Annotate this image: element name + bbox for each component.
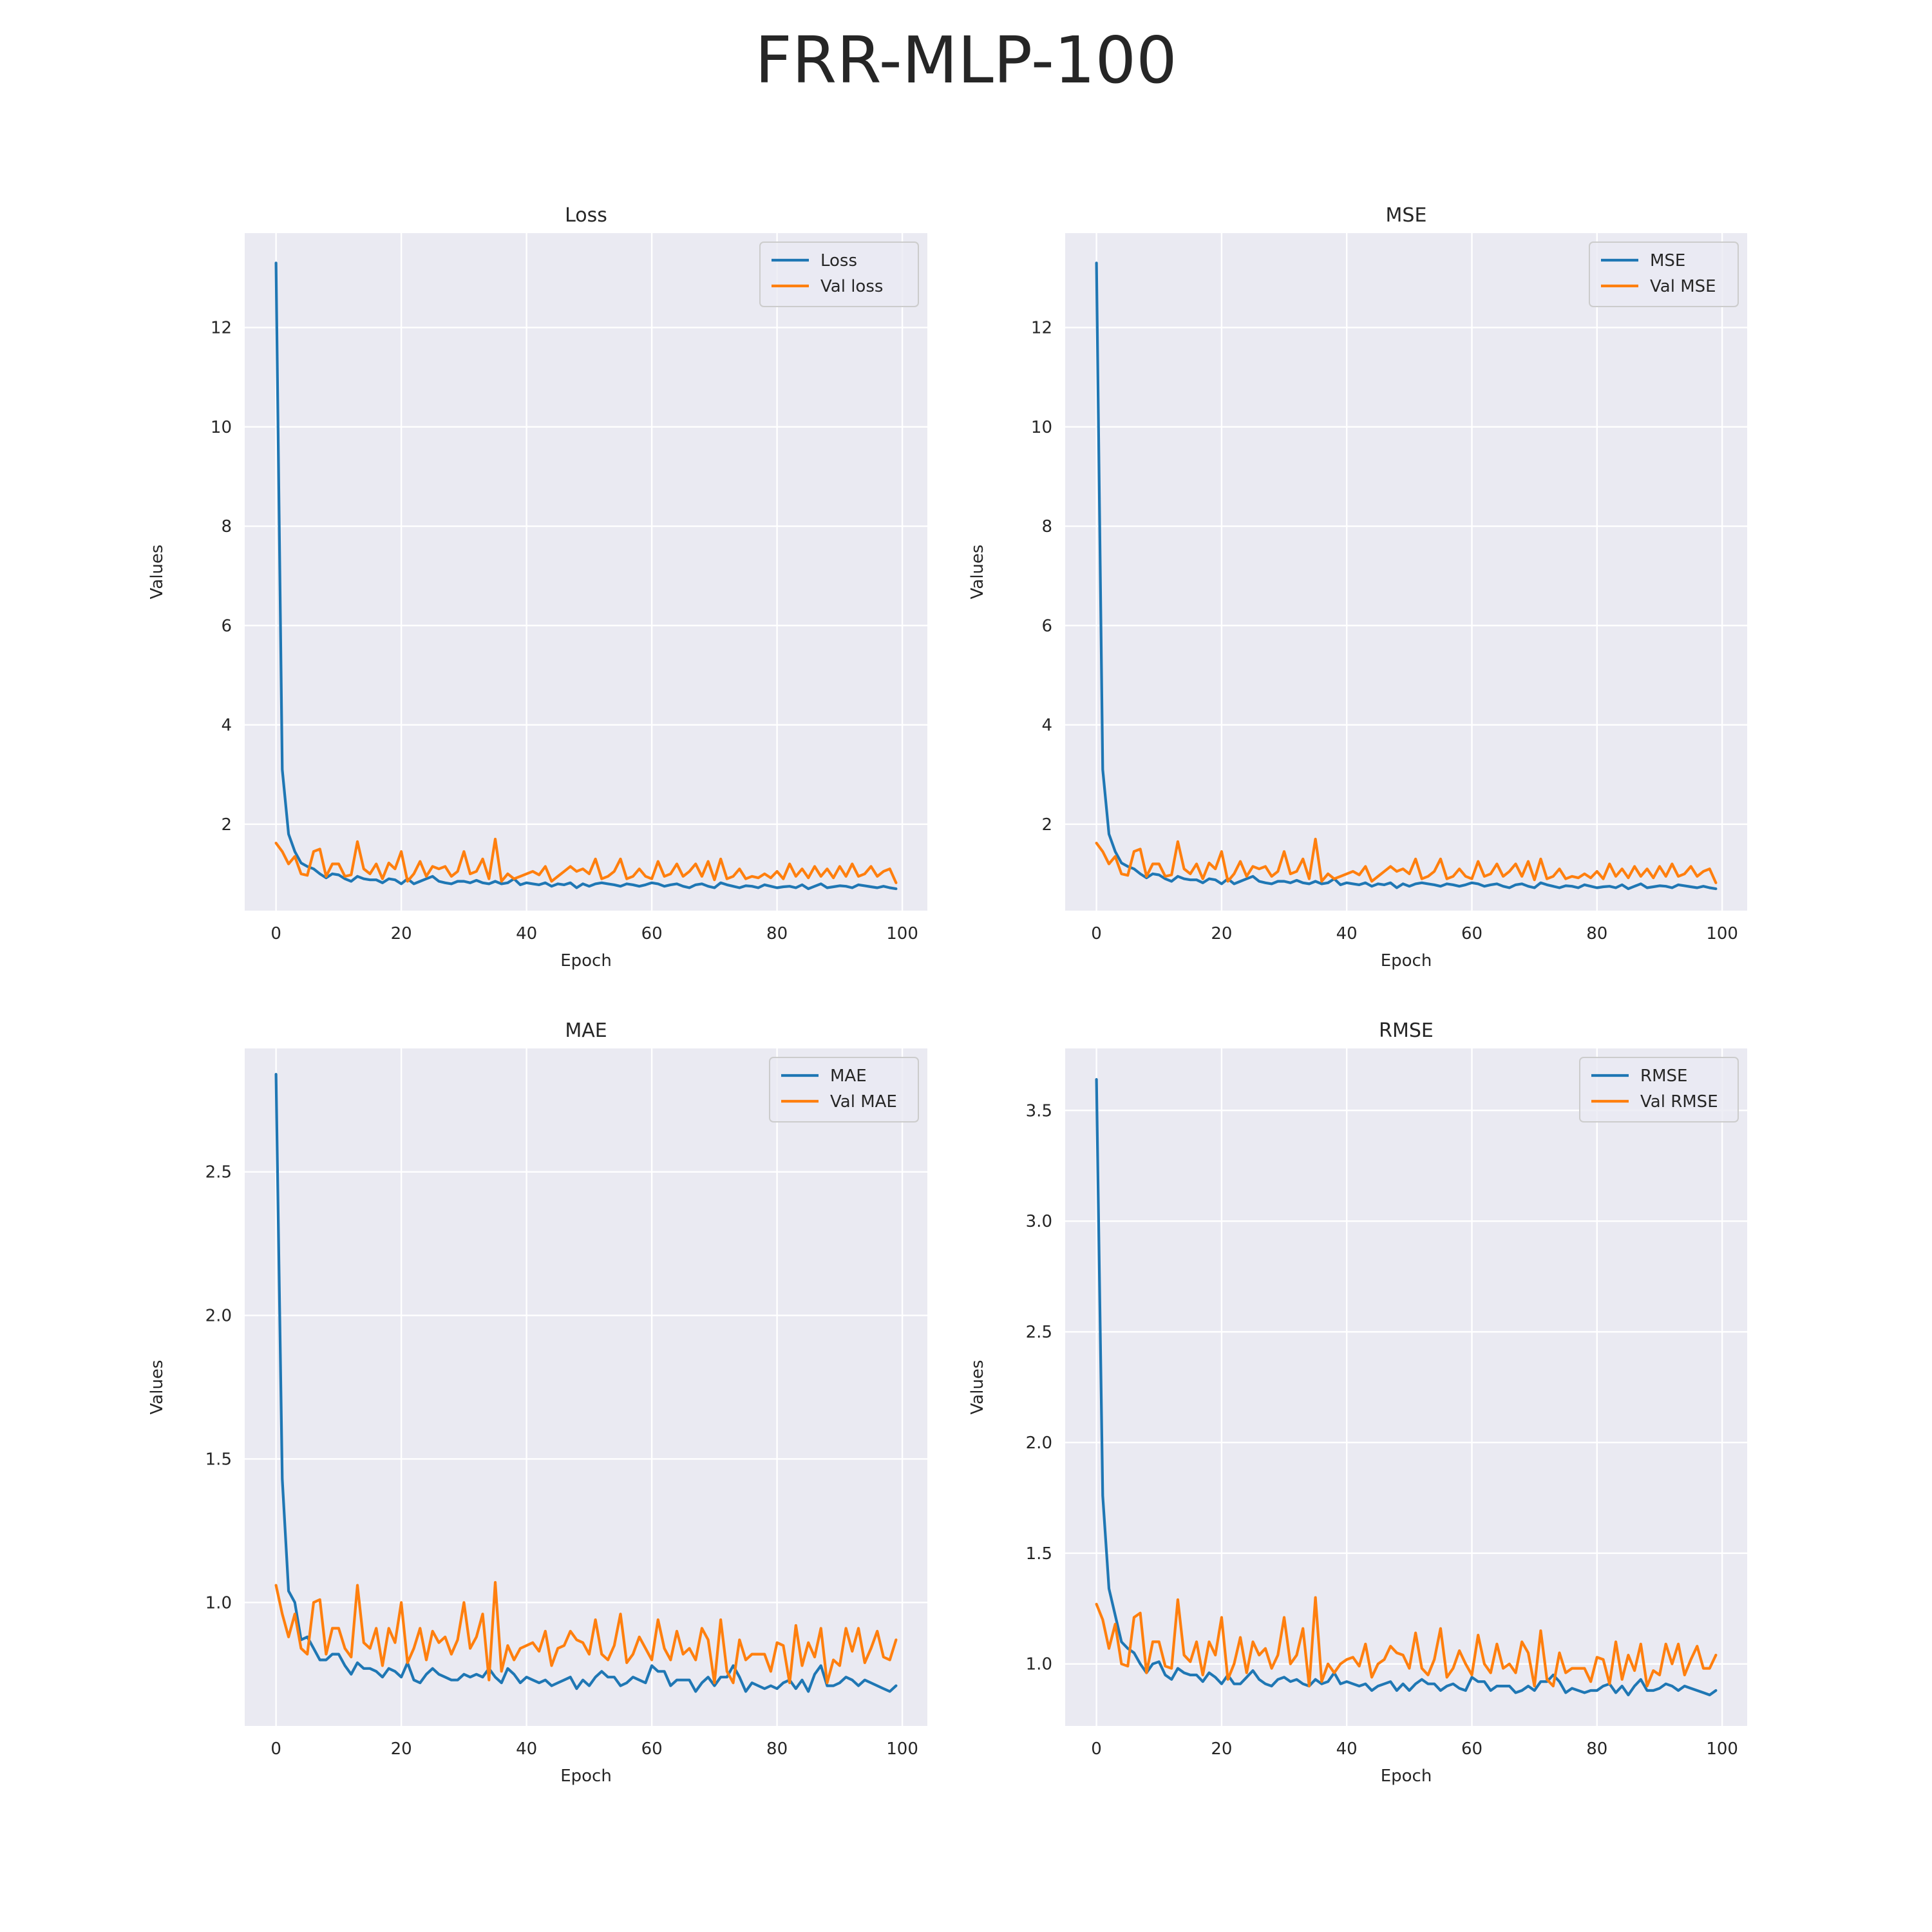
legend-label: Val MAE — [830, 1092, 897, 1112]
y-axis-label: Values — [968, 1360, 987, 1415]
subplot-rmse: 0 20 40 60 80 100 1.0 1.5 2.0 2.5 3.0 3.5 RMSE Epoch V… — [968, 1019, 1747, 1786]
x-tick-label: 0 — [270, 924, 281, 943]
series-line-mae — [274, 1072, 898, 1693]
y-axis-label: Values — [147, 1360, 167, 1415]
x-tick-label: 40 — [1336, 1739, 1358, 1759]
plot-area — [245, 233, 927, 911]
x-tick-label: 100 — [1706, 1739, 1738, 1759]
x-tick-label: 40 — [1336, 924, 1358, 943]
legend-label: Val RMSE — [1640, 1092, 1718, 1112]
series-line-rmse — [1095, 1077, 1718, 1696]
y-tick-label: 4 — [1041, 716, 1052, 735]
x-tick-label: 60 — [641, 1739, 663, 1759]
y-tick-label: 8 — [1041, 517, 1052, 536]
y-tick-label: 12 — [1031, 319, 1052, 338]
legend-label: Val loss — [820, 277, 883, 296]
legend-box — [769, 1057, 919, 1122]
y-axis-label: Values — [147, 545, 167, 600]
subplot-title: MAE — [565, 1019, 607, 1042]
x-axis-label: Epoch — [1381, 1766, 1432, 1786]
x-tick-label: 20 — [391, 1739, 412, 1759]
y-tick-label: 4 — [221, 716, 232, 735]
legend-label: Val MSE — [1650, 277, 1716, 296]
subplots: 0 20 40 60 80 10024681012LossEpochValuesLossV… — [147, 204, 1747, 1786]
legend-label: MAE — [830, 1066, 867, 1086]
x-tick-label: 60 — [641, 924, 663, 943]
x-tick-label: 20 — [1211, 924, 1232, 943]
series-line-val-loss — [274, 837, 898, 884]
series-line-loss — [274, 261, 898, 891]
y-tick-label: 2 — [1041, 815, 1052, 835]
x-tick-label: 80 — [1586, 924, 1607, 943]
y-tick-label: 1.5 — [1026, 1544, 1052, 1564]
plot-area — [245, 1048, 927, 1726]
subplot-loss: 0 20 40 60 80 100 2 4 6 8 10 12 Loss Epoch Values Loss V… — [147, 204, 927, 971]
x-tick-label: 20 — [391, 924, 412, 943]
y-tick-label: 1.0 — [1026, 1655, 1052, 1674]
x-tick-label: 60 — [1461, 924, 1482, 943]
legend: Loss Val loss — [759, 242, 919, 307]
series-line-val-mse — [1095, 837, 1718, 884]
x-tick-label: 40 — [516, 1739, 537, 1759]
series-line-val-mae — [274, 1581, 898, 1685]
legend-label: MSE — [1650, 251, 1685, 270]
y-tick-label: 3.5 — [1026, 1101, 1052, 1121]
x-tick-label: 80 — [766, 1739, 788, 1759]
x-tick-label: 20 — [1211, 1739, 1232, 1759]
legend-box — [1579, 1057, 1739, 1122]
y-tick-label: 1.0 — [205, 1593, 232, 1613]
y-tick-label: 1.5 — [205, 1450, 232, 1469]
y-tick-label: 2.5 — [205, 1163, 232, 1182]
subplot-title: Loss — [565, 204, 607, 227]
x-tick-label: 100 — [886, 924, 918, 943]
y-axis-label: Values — [968, 545, 987, 600]
legend-box — [1589, 242, 1739, 307]
x-tick-label: 100 — [886, 1739, 918, 1759]
subplot-title: RMSE — [1379, 1019, 1434, 1042]
y-tick-label: 2.0 — [205, 1307, 232, 1326]
subplot-mse: 0 20 40 60 80 100 2 4 6 8 10 12 MSE Epoch Values MSE Val… — [968, 204, 1747, 971]
y-tick-label: 10 — [211, 418, 232, 437]
legend: RMSE Val RMSE — [1579, 1057, 1739, 1122]
x-tick-label: 0 — [270, 1739, 281, 1759]
y-tick-label: 6 — [221, 616, 232, 636]
legend-label: Loss — [820, 251, 857, 270]
subplot-mae: 0 20 40 60 80 100 1.0 1.5 2.0 2.5 MAE Epoch Values MA… — [147, 1019, 927, 1786]
x-axis-label: Epoch — [1381, 951, 1432, 971]
y-tick-label: 8 — [221, 517, 232, 536]
x-tick-label: 100 — [1706, 924, 1738, 943]
legend-label: RMSE — [1640, 1066, 1687, 1086]
y-tick-label: 2 — [221, 815, 232, 835]
x-tick-label: 0 — [1091, 924, 1102, 943]
legend: MAE Val MAE — [769, 1057, 919, 1122]
series-line-val-rmse — [1095, 1596, 1718, 1688]
figure-title: FRR-MLP-100 — [755, 23, 1177, 98]
y-tick-label: 2.5 — [1026, 1323, 1052, 1342]
x-axis-label: Epoch — [560, 1766, 612, 1786]
x-tick-label: 40 — [516, 924, 537, 943]
x-tick-label: 80 — [1586, 1739, 1607, 1759]
x-axis-label: Epoch — [560, 951, 612, 971]
y-tick-label: 3.0 — [1026, 1212, 1052, 1231]
legend: MSE Val MSE — [1589, 242, 1739, 307]
y-tick-label: 2.0 — [1026, 1434, 1052, 1453]
legend-box — [759, 242, 919, 307]
x-tick-label: 0 — [1091, 1739, 1102, 1759]
subplot-title: MSE — [1386, 204, 1427, 227]
y-tick-label: 6 — [1041, 616, 1052, 636]
series-line-mse — [1095, 261, 1718, 891]
plot-area — [1065, 1048, 1747, 1726]
plot-area — [1065, 233, 1747, 911]
y-tick-label: 10 — [1031, 418, 1052, 437]
y-tick-label: 12 — [211, 319, 232, 338]
x-tick-label: 80 — [766, 924, 788, 943]
x-tick-label: 60 — [1461, 1739, 1482, 1759]
